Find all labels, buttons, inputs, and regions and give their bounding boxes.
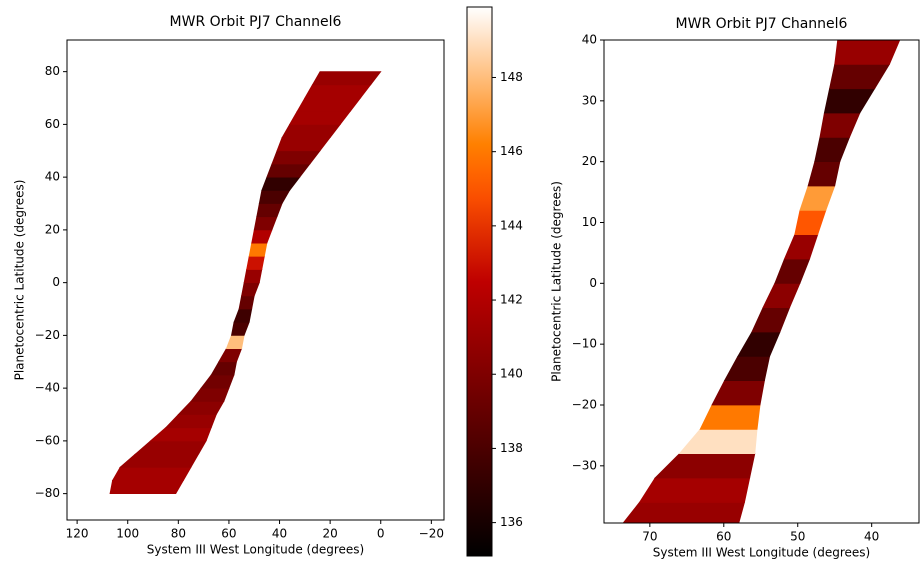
swath-cell bbox=[271, 150, 321, 165]
y-tick-label: 0 bbox=[52, 275, 60, 289]
swath-cell bbox=[248, 242, 268, 257]
swath-cell bbox=[814, 136, 851, 163]
colorbar-tick-label: 146 bbox=[500, 144, 523, 158]
swath-cell bbox=[281, 123, 342, 138]
swath-cell bbox=[177, 400, 225, 415]
swath-cell bbox=[266, 163, 311, 178]
swath-cell bbox=[233, 308, 253, 323]
swath-cell bbox=[794, 209, 827, 236]
swath-cell bbox=[737, 331, 781, 357]
swath-cell bbox=[311, 71, 382, 86]
swath-cell bbox=[200, 374, 235, 389]
swath-cell bbox=[276, 137, 331, 152]
y-tick-label: −30 bbox=[572, 458, 597, 472]
x-tick-label: 50 bbox=[790, 530, 805, 544]
swath-cell bbox=[807, 161, 841, 187]
swath-cell bbox=[296, 97, 362, 112]
swath-cell bbox=[149, 427, 212, 442]
swath-cell bbox=[638, 477, 751, 503]
y-axis-label: Planetocentric Latitude (degrees) bbox=[550, 181, 564, 382]
swath-cell bbox=[288, 110, 352, 125]
plot-frame bbox=[66, 39, 445, 521]
y-tick-label: −20 bbox=[572, 397, 597, 411]
swath-cell bbox=[109, 480, 185, 495]
swath-cell bbox=[134, 440, 207, 455]
swath-cell bbox=[654, 453, 756, 479]
y-tick-label: 40 bbox=[45, 170, 60, 184]
x-tick-label: 70 bbox=[642, 530, 657, 544]
swath-cell bbox=[783, 234, 819, 260]
swath-cell bbox=[711, 380, 765, 406]
swath-cell bbox=[678, 428, 758, 455]
y-tick-label: 60 bbox=[45, 117, 60, 131]
x-tick-label: 60 bbox=[716, 530, 731, 544]
swath-cell bbox=[238, 295, 255, 310]
y-tick-label: −80 bbox=[35, 486, 60, 500]
x-tick-label: 0 bbox=[377, 527, 385, 541]
x-tick-label: 20 bbox=[323, 527, 338, 541]
swath-cell bbox=[111, 466, 192, 481]
swath-cell bbox=[225, 334, 245, 349]
swath-cell bbox=[819, 112, 861, 138]
swath-cell bbox=[823, 88, 876, 114]
swath-cell bbox=[834, 40, 901, 65]
swath-cell bbox=[241, 282, 260, 297]
x-tick-label: 120 bbox=[66, 527, 89, 541]
colorbar-tick-label: 144 bbox=[500, 218, 523, 232]
swath-cell bbox=[246, 255, 265, 270]
swath-cell bbox=[243, 269, 263, 284]
x-axis-label: System III West Longitude (degrees) bbox=[147, 543, 364, 557]
colorbar-tick-label: 138 bbox=[500, 441, 523, 455]
x-tick-label: 60 bbox=[221, 527, 236, 541]
swath-cell bbox=[164, 414, 217, 429]
y-tick-label: 30 bbox=[582, 93, 597, 107]
y-tick-label: −10 bbox=[572, 337, 597, 351]
y-tick-label: 80 bbox=[45, 64, 60, 78]
swath-cell bbox=[751, 307, 791, 333]
swath-cell bbox=[218, 348, 243, 363]
x-axis-label: System III West Longitude (degrees) bbox=[653, 546, 870, 560]
y-tick-label: 10 bbox=[582, 215, 597, 229]
colorbar-tick-label: 142 bbox=[500, 293, 523, 307]
chart-title: MWR Orbit PJ7 Channel6 bbox=[676, 16, 848, 32]
x-tick-label: 80 bbox=[171, 527, 186, 541]
y-tick-label: 20 bbox=[582, 154, 597, 168]
x-tick-label: −20 bbox=[419, 527, 444, 541]
swath-cell bbox=[799, 185, 836, 211]
x-tick-label: 100 bbox=[116, 527, 139, 541]
y-tick-label: 40 bbox=[582, 33, 597, 47]
swath-cell bbox=[256, 203, 283, 218]
colorbar-tick-label: 140 bbox=[500, 367, 523, 381]
y-tick-label: −60 bbox=[35, 433, 60, 447]
swath-cell bbox=[304, 84, 372, 99]
swath bbox=[622, 40, 901, 523]
swath-cell bbox=[230, 321, 250, 336]
swath bbox=[109, 71, 382, 495]
swath-cell bbox=[251, 229, 273, 244]
swath-cell bbox=[762, 282, 801, 309]
plot-frame bbox=[603, 39, 920, 524]
colorbar-tick-label: 148 bbox=[500, 70, 523, 84]
y-tick-label: −20 bbox=[35, 328, 60, 342]
y-tick-label: −40 bbox=[35, 381, 60, 395]
y-axis-label: Planetocentric Latitude (degrees) bbox=[13, 180, 27, 381]
swath-cell bbox=[829, 63, 891, 90]
swath-cell bbox=[774, 258, 811, 284]
swath-cell bbox=[253, 216, 278, 231]
x-tick-label: 40 bbox=[272, 527, 287, 541]
chart-title: MWR Orbit PJ7 Channel6 bbox=[170, 14, 342, 30]
swath-cell bbox=[119, 453, 200, 468]
y-tick-label: 0 bbox=[589, 276, 597, 290]
x-tick-label: 40 bbox=[864, 530, 879, 544]
swath-cell bbox=[210, 361, 238, 376]
colorbar-tick-label: 136 bbox=[500, 515, 523, 529]
swath-cell bbox=[723, 355, 771, 382]
swath-cell bbox=[190, 387, 230, 402]
y-tick-label: 20 bbox=[45, 222, 60, 236]
swath-cell bbox=[699, 404, 761, 430]
swath-cell bbox=[261, 176, 301, 191]
swath-cell bbox=[258, 189, 291, 204]
colorbar bbox=[466, 6, 493, 557]
